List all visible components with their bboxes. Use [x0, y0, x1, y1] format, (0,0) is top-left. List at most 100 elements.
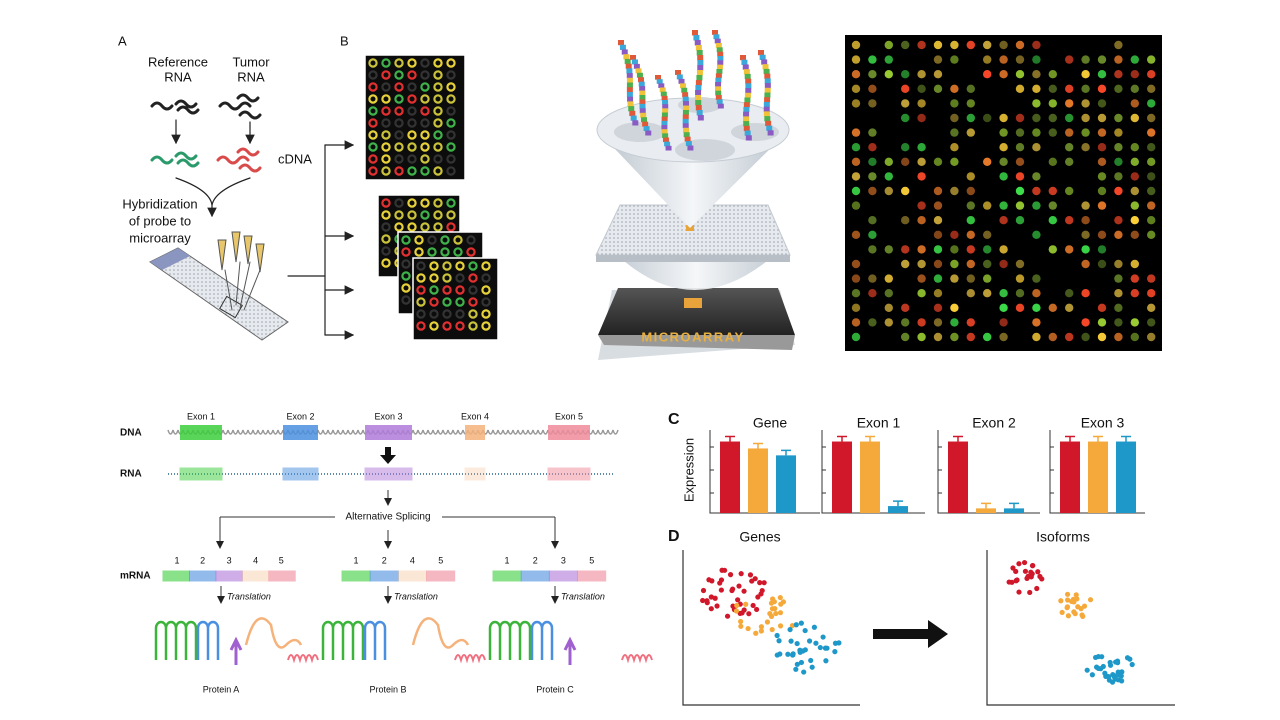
spot	[901, 99, 910, 108]
scatter-dot	[1095, 665, 1102, 672]
microarray-spots	[851, 40, 1156, 342]
scatter-dot	[1035, 569, 1041, 575]
spot	[901, 70, 910, 79]
scatter-dot	[836, 640, 842, 646]
spot	[407, 82, 417, 92]
protein-tail	[621, 654, 653, 664]
scatter-dot	[808, 657, 814, 664]
strand-segment	[717, 60, 724, 66]
bar	[1004, 508, 1024, 513]
strand-segment	[627, 96, 634, 102]
scatter-dot	[785, 651, 791, 657]
spot	[433, 142, 443, 152]
scatter-dot	[1021, 559, 1028, 566]
chart-title: Exon 1	[857, 415, 901, 431]
strand-segment	[661, 120, 668, 126]
spot	[851, 99, 861, 108]
strand-segment	[697, 115, 704, 121]
scatter-dot	[776, 638, 782, 644]
spot	[966, 230, 975, 239]
bar	[860, 441, 880, 513]
protein-helix	[530, 620, 554, 660]
strand-segment	[660, 91, 667, 97]
strand-segment	[740, 55, 746, 61]
scatter-dot	[1073, 592, 1079, 598]
strand-segment	[682, 96, 689, 102]
spot	[933, 157, 943, 166]
spot	[407, 130, 417, 140]
strand-segment	[662, 104, 669, 109]
strand-segment	[744, 97, 751, 103]
bar	[748, 448, 768, 513]
hybridization-label: microarray	[129, 230, 191, 245]
spot	[1065, 216, 1074, 225]
spot	[1048, 113, 1058, 123]
scatter-dot	[777, 651, 783, 657]
strand-segment	[716, 64, 723, 70]
spot	[416, 273, 426, 283]
spot	[1065, 84, 1074, 94]
exon-rna	[364, 467, 413, 481]
strand-segment	[694, 40, 701, 46]
scatter-dot	[1006, 579, 1012, 585]
spot	[1032, 332, 1041, 342]
spot	[1081, 245, 1090, 254]
spot	[368, 106, 378, 116]
spot	[1114, 259, 1123, 269]
strand-segment	[618, 40, 624, 46]
panel-label: C	[668, 411, 680, 428]
spot	[1081, 70, 1090, 79]
spot	[868, 318, 877, 327]
scatter-dot	[700, 587, 707, 594]
strand-segment	[745, 83, 752, 89]
spot	[1015, 55, 1025, 64]
scatter-dot	[764, 619, 771, 625]
spot	[416, 309, 426, 319]
spot	[481, 261, 491, 271]
strand-segment	[715, 73, 722, 79]
scatter-dot	[1115, 660, 1121, 666]
spot	[368, 94, 378, 104]
spot	[868, 128, 877, 137]
scatter-dot	[1024, 575, 1030, 581]
spot	[1147, 128, 1156, 137]
microarray-illustration	[595, 30, 795, 360]
scatter-dot	[820, 634, 826, 640]
spot	[1114, 40, 1123, 50]
spot	[1081, 259, 1090, 269]
spot	[442, 297, 452, 307]
strand-segment	[767, 130, 774, 136]
protein-label: Protein B	[369, 684, 406, 694]
spot	[1065, 55, 1074, 64]
exon-label: Exon 5	[555, 411, 583, 421]
hybridization-label: of probe to	[129, 213, 191, 228]
strand-segment	[638, 81, 645, 87]
scatter-dot	[736, 583, 742, 589]
spot	[933, 55, 943, 64]
scatter-dot	[1119, 669, 1125, 675]
scatter-dot	[1071, 609, 1077, 615]
spot	[1114, 216, 1123, 225]
scatter-dot	[777, 610, 784, 616]
spot	[901, 40, 910, 50]
spot	[1048, 99, 1058, 108]
strand-segment	[742, 64, 749, 70]
spot	[368, 166, 378, 176]
spot	[381, 258, 391, 268]
scatter-dot	[741, 607, 747, 613]
spot	[1130, 113, 1140, 123]
bar	[720, 441, 740, 513]
spot	[868, 143, 877, 152]
strand-segment	[764, 73, 771, 79]
panel-b-images	[364, 54, 499, 341]
strand-segment	[743, 102, 750, 108]
scatter-dot	[778, 601, 784, 607]
spot	[851, 157, 861, 166]
spot	[1130, 186, 1140, 196]
spot	[1048, 303, 1058, 312]
spot	[433, 130, 443, 140]
spot	[1130, 259, 1140, 269]
strand-segment	[658, 83, 665, 88]
scatter-dot	[735, 597, 741, 603]
spot	[429, 261, 439, 271]
